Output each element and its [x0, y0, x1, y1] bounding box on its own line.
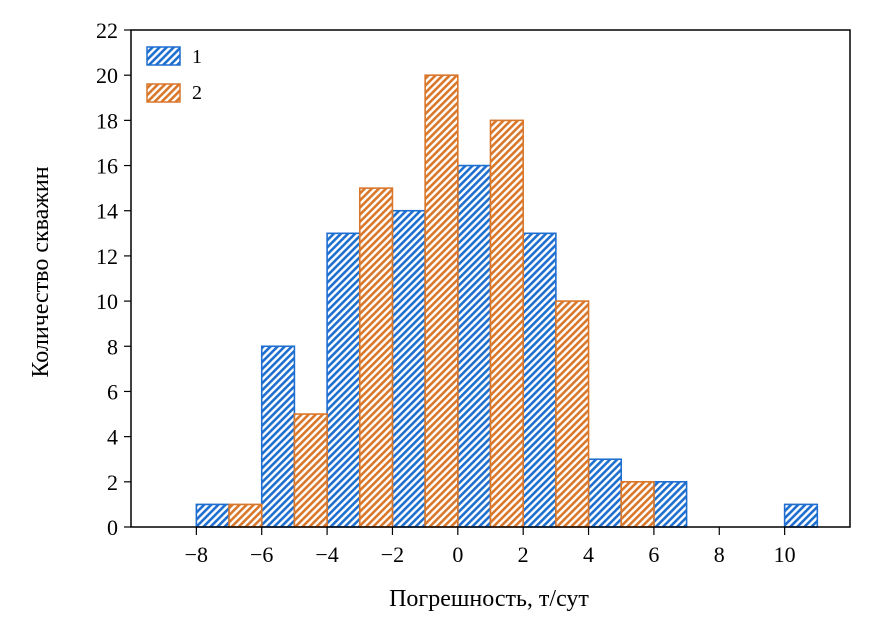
x-tick-label: −8: [185, 542, 208, 567]
x-tick-label: 6: [648, 542, 659, 567]
y-tick-label: 14: [96, 199, 118, 224]
x-tick-label: 4: [583, 542, 594, 567]
legend-label-series-1: 1: [192, 46, 202, 68]
bar-series-1-3: [391, 209, 426, 528]
legend-swatch-series-1: [146, 46, 181, 66]
bar-series-1-1: [260, 345, 296, 528]
y-axis: 0 2 4 6 8 10 12 14 16 18 20 22: [96, 18, 131, 540]
bar-series-2-0: [228, 503, 263, 528]
x-axis-title: Погрешность, т/сут: [389, 586, 589, 612]
y-tick-label: 16: [96, 154, 118, 179]
y-tick-label: 0: [107, 515, 118, 540]
bars-layer: [195, 74, 819, 528]
legend-label-series-2: 2: [192, 82, 202, 104]
legend-swatch-series-2: [146, 83, 181, 103]
bar-series-2-3: [424, 74, 459, 528]
y-tick-label: 20: [96, 63, 118, 88]
plot-frame: [130, 29, 851, 528]
x-tick-label: 2: [518, 542, 529, 567]
x-axis: −8 −6 −4 −2 0 2 4 6 8 10: [185, 527, 796, 567]
x-tick-label: 8: [714, 542, 725, 567]
bar-series-1-7: [653, 481, 688, 528]
bar-series-2-5: [555, 300, 590, 528]
bar-series-2-1: [293, 413, 328, 528]
y-axis-title: Количество скважин: [28, 166, 54, 377]
bar-series-2-6: [620, 481, 655, 528]
x-tick-label: −4: [315, 542, 338, 567]
bar-series-1-4: [457, 164, 492, 528]
y-tick-label: 8: [107, 334, 118, 359]
bar-series-1-6: [587, 458, 623, 528]
x-tick-label: 10: [774, 542, 796, 567]
bar-series-1-5: [522, 232, 557, 528]
y-tick-label: 10: [96, 289, 118, 314]
y-tick-label: 2: [107, 470, 118, 495]
y-tick-label: 22: [96, 18, 118, 43]
bar-series-1-8: [783, 503, 819, 528]
bar-series-1-2: [326, 232, 361, 528]
y-tick-label: 12: [96, 244, 118, 269]
y-tick-label: 18: [96, 108, 118, 133]
y-tick-label: 6: [107, 379, 118, 404]
x-tick-label: −6: [250, 542, 273, 567]
x-tick-label: 0: [452, 542, 463, 567]
bar-series-2-2: [358, 187, 394, 528]
y-tick-label: 4: [107, 425, 118, 450]
bar-series-2-4: [489, 119, 524, 528]
legend: 1 2: [146, 46, 202, 104]
bar-series-1-0: [195, 503, 230, 528]
x-tick-label: −2: [381, 542, 404, 567]
